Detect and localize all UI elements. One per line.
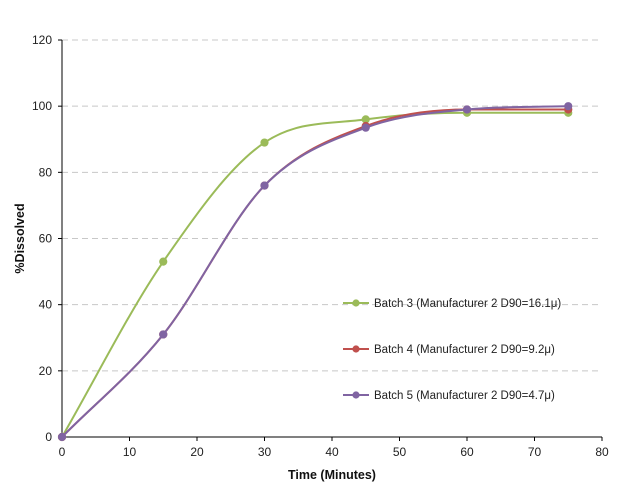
y-tick-label: 20 [39, 364, 53, 378]
data-point [361, 123, 370, 132]
y-tick-label: 80 [39, 165, 53, 179]
axes: 0 20 40 60 80 100 120 0 10 20 30 40 50 60 70 80 [32, 33, 609, 459]
gridlines [62, 39, 602, 372]
legend-swatch-marker [352, 299, 360, 307]
legend-swatch-marker [352, 345, 360, 353]
data-point [462, 105, 472, 114]
legend-entry: Batch 4 (Manufacturer 2 D90=9.2μ) [343, 344, 555, 356]
legend-entry: Batch 5 (Manufacturer 2 D90=4.7μ) [343, 390, 555, 402]
x-axis-title: Time (Minutes) [288, 468, 376, 482]
legend-label: Batch 4 (Manufacturer 2 D90=9.2μ) [374, 344, 555, 356]
data-point [260, 138, 269, 147]
x-tick-label: 50 [393, 445, 407, 459]
data-point [159, 257, 168, 266]
series-group [57, 102, 573, 442]
y-axis-title: %Dissolved [13, 203, 27, 273]
x-tick-label: 80 [595, 445, 609, 459]
series-line [61, 105, 569, 438]
data-point [564, 102, 573, 111]
series-line [61, 108, 569, 438]
legend-swatch-marker [352, 391, 360, 399]
x-tick-label: 30 [258, 445, 272, 459]
legend: Batch 3 (Manufacturer 2 D90=16.1μ) Batch … [343, 298, 561, 402]
series-lines [57, 102, 573, 442]
legend-label: Batch 3 (Manufacturer 2 D90=16.1μ) [374, 298, 561, 310]
x-tick-label: 20 [190, 445, 204, 459]
legend-label: Batch 5 (Manufacturer 2 D90=4.7μ) [374, 390, 555, 402]
y-tick-label: 100 [32, 99, 52, 113]
y-tick-label: 0 [45, 430, 52, 444]
legend-entry: Batch 3 (Manufacturer 2 D90=16.1μ) [343, 298, 561, 310]
x-tick-label: 40 [325, 445, 339, 459]
x-tick-label: 60 [460, 445, 474, 459]
data-point [260, 181, 269, 190]
y-tick-label: 40 [39, 298, 53, 312]
x-tick-label: 10 [123, 445, 137, 459]
y-tick-label: 120 [32, 33, 52, 47]
x-tick-label: 0 [59, 445, 66, 459]
x-tick-label: 70 [528, 445, 542, 459]
data-point [159, 330, 168, 339]
y-tick-label: 60 [39, 232, 53, 246]
data-point [57, 432, 67, 442]
series-line [61, 111, 569, 438]
